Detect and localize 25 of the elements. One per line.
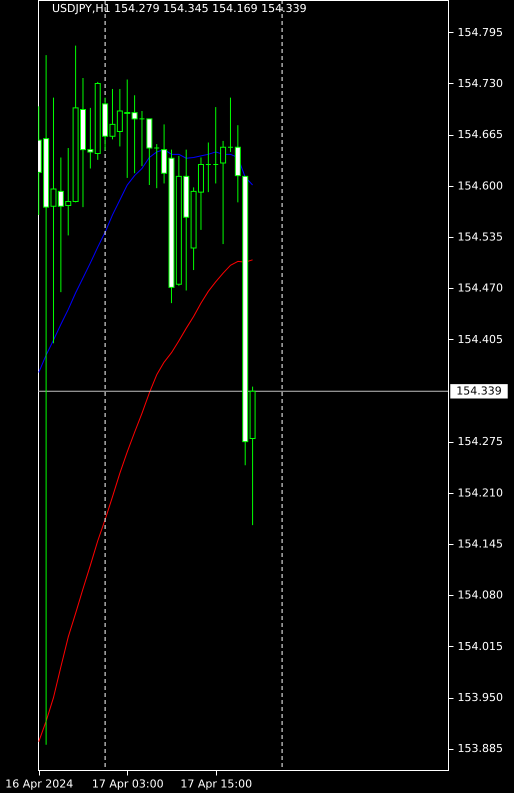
y-tick-label: 154.730 <box>458 76 503 90</box>
candlestick <box>212 106 219 184</box>
y-tick-label: 154.600 <box>458 179 503 192</box>
x-tick-label: 17 Apr 15:00 <box>180 778 252 790</box>
candlestick <box>205 142 212 193</box>
y-tick-label: 153.885 <box>458 742 503 756</box>
candlestick <box>220 140 226 245</box>
line-series <box>38 259 254 742</box>
y-tick-label: 154.145 <box>458 538 503 551</box>
chart-title: USDJPY,H1 154.279 154.345 154.169 154.339 <box>52 2 307 15</box>
y-tick-label: 154.015 <box>458 640 503 653</box>
y-tick-label: 153.950 <box>458 691 503 704</box>
x-tick-label: 16 Apr 2024 <box>5 778 74 790</box>
y-tick-label: 154.210 <box>458 486 503 500</box>
y-tick-label: 154.080 <box>458 588 503 602</box>
x-tick-label: 17 Apr 03:00 <box>92 778 164 790</box>
candlestick <box>227 97 234 152</box>
y-tick-label: 154.470 <box>458 282 503 295</box>
y-tick-label: 154.405 <box>458 332 503 346</box>
y-tick-label: 154.795 <box>458 26 503 39</box>
y-tick-label: 154.665 <box>458 128 503 142</box>
y-tick-label: 154.535 <box>458 230 503 244</box>
candlestick <box>138 110 145 167</box>
y-tick-label: 154.275 <box>458 435 503 448</box>
ref-line-label: 154.339 <box>456 384 502 398</box>
